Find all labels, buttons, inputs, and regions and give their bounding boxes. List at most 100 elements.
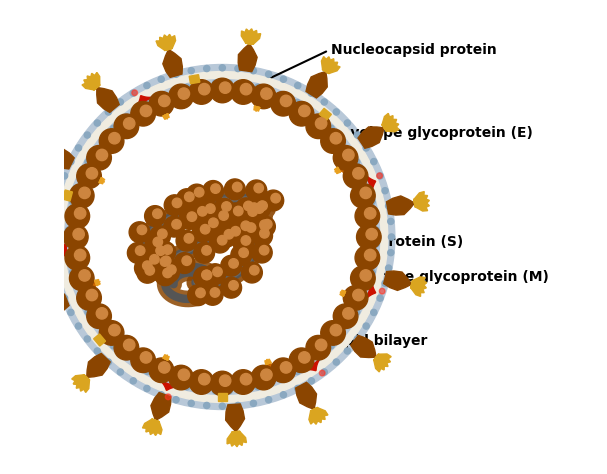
Circle shape: [210, 78, 235, 103]
Circle shape: [66, 227, 71, 233]
Circle shape: [252, 217, 273, 237]
Circle shape: [97, 149, 107, 161]
Circle shape: [155, 265, 175, 286]
Polygon shape: [34, 307, 42, 323]
Circle shape: [370, 269, 375, 275]
Circle shape: [370, 199, 375, 205]
Circle shape: [129, 222, 150, 243]
Circle shape: [307, 361, 312, 367]
Circle shape: [271, 91, 296, 116]
Polygon shape: [104, 326, 118, 340]
Circle shape: [187, 212, 197, 221]
Polygon shape: [124, 339, 129, 356]
Circle shape: [176, 230, 197, 251]
Circle shape: [360, 187, 371, 199]
Polygon shape: [97, 308, 101, 325]
Circle shape: [84, 336, 90, 342]
Polygon shape: [172, 375, 189, 380]
Polygon shape: [319, 109, 331, 120]
Circle shape: [241, 387, 246, 392]
Polygon shape: [189, 75, 200, 84]
Circle shape: [186, 184, 207, 205]
Circle shape: [189, 80, 214, 104]
Polygon shape: [32, 148, 49, 157]
Circle shape: [347, 321, 352, 327]
Circle shape: [212, 80, 218, 86]
Polygon shape: [174, 371, 188, 384]
Polygon shape: [356, 271, 370, 285]
Polygon shape: [82, 169, 96, 183]
Polygon shape: [330, 324, 336, 341]
Polygon shape: [322, 56, 329, 73]
Circle shape: [153, 209, 162, 219]
Circle shape: [188, 68, 194, 74]
Circle shape: [280, 76, 287, 82]
Circle shape: [308, 90, 314, 96]
Polygon shape: [27, 221, 55, 240]
Circle shape: [149, 91, 174, 116]
Polygon shape: [263, 364, 277, 377]
Polygon shape: [232, 431, 246, 443]
Circle shape: [163, 268, 172, 278]
Circle shape: [236, 198, 256, 219]
Polygon shape: [92, 151, 106, 164]
Text: Lipid bilayer: Lipid bilayer: [331, 334, 427, 348]
Circle shape: [105, 109, 112, 115]
Polygon shape: [12, 227, 27, 234]
Circle shape: [165, 394, 171, 400]
Polygon shape: [95, 281, 100, 286]
Circle shape: [145, 266, 154, 275]
Circle shape: [179, 209, 200, 229]
Circle shape: [241, 221, 251, 230]
Polygon shape: [134, 96, 156, 109]
Polygon shape: [257, 371, 271, 384]
Polygon shape: [155, 364, 168, 377]
Circle shape: [344, 120, 350, 126]
Circle shape: [164, 195, 185, 216]
Polygon shape: [246, 29, 254, 44]
Circle shape: [388, 249, 394, 255]
Circle shape: [321, 369, 327, 375]
Circle shape: [203, 402, 210, 409]
Circle shape: [161, 256, 171, 265]
Polygon shape: [240, 83, 246, 100]
Circle shape: [188, 400, 194, 406]
Polygon shape: [16, 220, 27, 234]
Circle shape: [101, 136, 107, 141]
Polygon shape: [92, 310, 106, 323]
Polygon shape: [84, 80, 100, 90]
Polygon shape: [374, 354, 390, 363]
Polygon shape: [99, 177, 104, 182]
Polygon shape: [294, 107, 308, 121]
Polygon shape: [232, 431, 240, 447]
Circle shape: [198, 387, 204, 392]
Circle shape: [257, 201, 266, 210]
Polygon shape: [276, 97, 290, 110]
Polygon shape: [87, 354, 110, 377]
Circle shape: [167, 265, 176, 274]
Circle shape: [97, 308, 107, 319]
Circle shape: [388, 219, 394, 225]
Circle shape: [330, 324, 342, 336]
Circle shape: [198, 374, 210, 385]
Polygon shape: [32, 147, 49, 155]
Polygon shape: [92, 310, 106, 323]
Circle shape: [242, 262, 262, 283]
Circle shape: [67, 255, 73, 261]
Circle shape: [249, 203, 259, 212]
Circle shape: [52, 253, 58, 258]
Polygon shape: [81, 173, 98, 179]
Circle shape: [117, 99, 123, 105]
Polygon shape: [99, 177, 105, 182]
Polygon shape: [75, 271, 89, 285]
Circle shape: [68, 158, 74, 164]
Circle shape: [271, 358, 296, 383]
Circle shape: [131, 101, 155, 126]
Polygon shape: [411, 280, 427, 288]
Circle shape: [356, 225, 381, 249]
Polygon shape: [136, 353, 150, 367]
Polygon shape: [311, 119, 325, 133]
Polygon shape: [257, 90, 271, 103]
Circle shape: [282, 375, 287, 381]
Polygon shape: [344, 289, 358, 303]
